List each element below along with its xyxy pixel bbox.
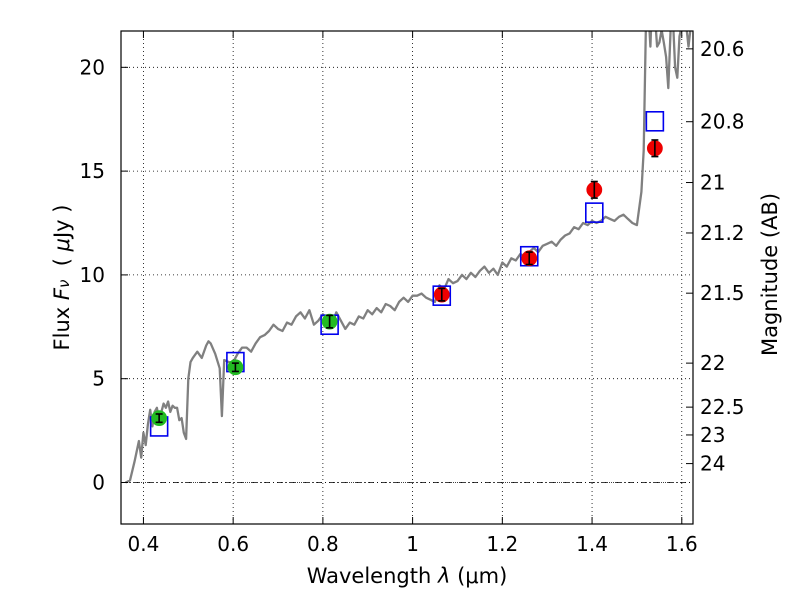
y2-tick-label: 20.6 [700,37,745,61]
observed-point [151,410,168,427]
model-flux-square [585,202,604,223]
model-flux-square [645,110,665,132]
x-tick-label: 0.8 [307,532,339,556]
y-tick-label: 5 [92,367,105,391]
model-spectrum-line [125,31,692,484]
axis-ticks: 0.4 0.6 0.8 1 1.2 1.4 1.6 0 5 10 15 20 20.6 20.8 21 21.… [80,31,745,556]
x-tick-label: 0.4 [128,532,160,556]
y-tick-label: 10 [80,263,105,287]
observed-point [521,250,538,267]
x-tick-label: 1.2 [486,532,518,556]
y2-tick-label: 21.5 [700,281,745,305]
y-tick-label: 0 [92,470,105,494]
observed-point [227,359,244,376]
grid-lines [121,31,693,524]
y2-tick-label: 23 [700,423,725,447]
x-tick-label: 1.4 [576,532,608,556]
y-axis-label: Flux Fν ( μJy ) [50,205,74,351]
data-markers [149,110,665,437]
y2-tick-label: 20.8 [700,110,745,134]
y-tick-label: 15 [80,159,105,183]
y2-tick-label: 21.2 [700,221,745,245]
y2-tick-label: 21 [700,171,725,195]
x-axis-label: Wavelength λ (μm) [307,564,508,588]
model-flux-square [432,285,452,306]
y-tick-label: 20 [80,55,105,79]
observed-point [646,139,663,158]
x-tick-label: 0.6 [217,532,249,556]
y2-tick-label: 24 [700,452,725,476]
x-tick-label: 1 [406,532,419,556]
observed-point [586,180,603,199]
plot-frame [120,30,694,525]
y2-tick-label: 22 [700,351,725,375]
observed-point [321,313,338,330]
observed-point [433,286,450,303]
y2-tick-label: 22.5 [700,395,745,419]
y2-axis-label: Magnitude (AB) [758,193,782,356]
x-tick-label: 1.6 [666,532,698,556]
